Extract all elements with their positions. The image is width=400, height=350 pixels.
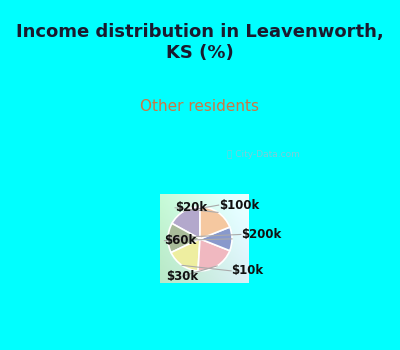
Wedge shape: [198, 239, 230, 271]
Wedge shape: [168, 223, 200, 252]
Text: Ⓜ City-Data.com: Ⓜ City-Data.com: [227, 150, 300, 159]
Text: Income distribution in Leavenworth,
KS (%): Income distribution in Leavenworth, KS (…: [16, 23, 384, 62]
Text: $10k: $10k: [231, 264, 263, 278]
Wedge shape: [172, 207, 200, 239]
Text: $100k: $100k: [219, 198, 259, 212]
Text: $30k: $30k: [166, 270, 198, 283]
Wedge shape: [200, 207, 230, 239]
Text: $200k: $200k: [241, 228, 281, 241]
Text: $60k: $60k: [164, 234, 197, 247]
Text: Other residents: Other residents: [140, 99, 260, 114]
Text: $20k: $20k: [175, 201, 207, 214]
Wedge shape: [200, 227, 232, 251]
Wedge shape: [171, 239, 200, 271]
